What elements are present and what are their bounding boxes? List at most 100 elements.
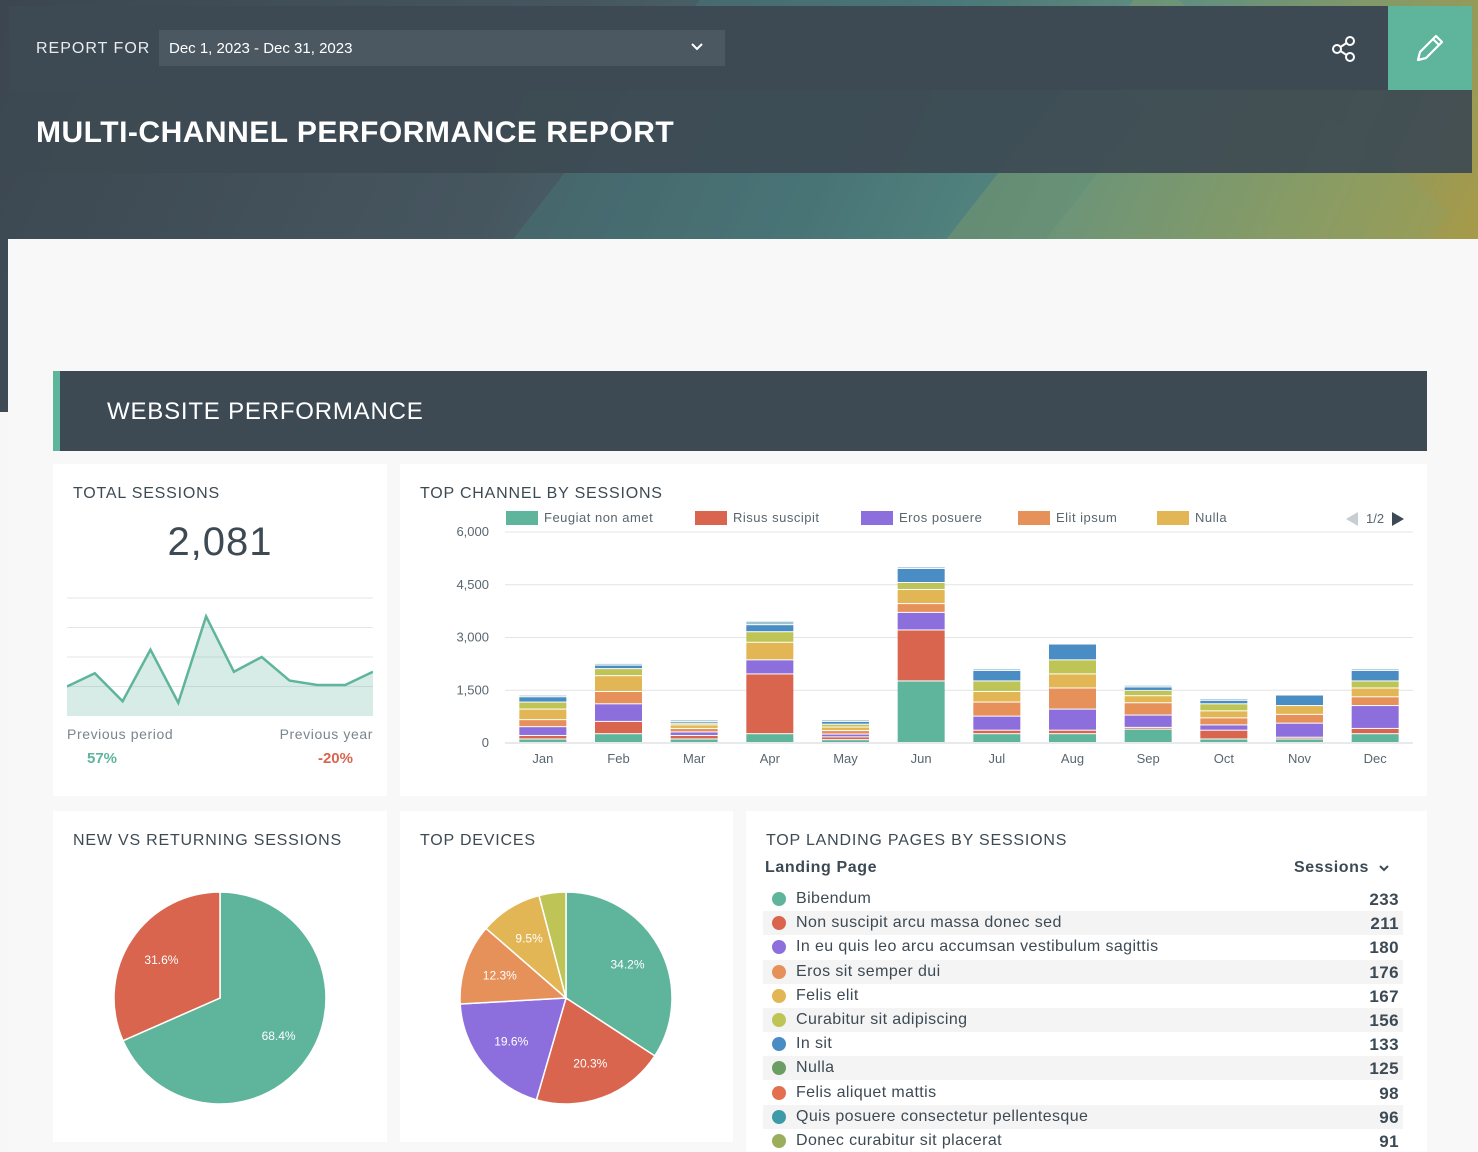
previous-period-value: 57%: [87, 750, 118, 767]
bar-segment: [1351, 728, 1399, 734]
legend-item[interactable]: Risus suscipit: [695, 510, 819, 525]
pie-slice: [538, 891, 567, 999]
x-tick-label: Dec: [1364, 751, 1388, 766]
landing-page-name: Non suscipit arcu massa donec sed: [796, 914, 1062, 932]
landing-page-sessions: 91: [1379, 1132, 1399, 1151]
bar-segment: [1351, 706, 1399, 728]
bar-segment: [1049, 688, 1096, 709]
pie-slice: [459, 927, 568, 1005]
bar-segment: [1351, 697, 1399, 706]
bar-segment: [670, 723, 718, 725]
bar-segment: [1124, 715, 1172, 727]
y-tick-label: 0: [482, 735, 489, 750]
top-devices-card: TOP DEVICES 34.2% 20.3% 19.6% 12.3% 9.5%: [400, 811, 733, 1142]
new-vs-returning-pie: 68.4% 31.6%: [113, 891, 327, 1105]
date-range-select[interactable]: Dec 1, 2023 - Dec 31, 2023: [159, 30, 725, 66]
bar-segment: [1276, 695, 1323, 706]
pie-slice: [535, 996, 656, 1105]
x-tick-label: Sep: [1137, 751, 1160, 766]
bar-segment: [1049, 674, 1096, 688]
bar-segment: [746, 642, 794, 660]
bar-segment: [973, 670, 1021, 681]
bar-segment: [822, 734, 869, 737]
table-row[interactable]: Non suscipit arcu massa donec sed 211: [763, 911, 1403, 936]
bar-segment: [1200, 699, 1248, 700]
table-row[interactable]: Eros sit semper dui 176: [763, 959, 1403, 984]
card-title: TOP CHANNEL BY SESSIONS: [420, 485, 663, 502]
bar-segment: [973, 669, 1021, 670]
series-dot: [772, 964, 786, 979]
bar-segment: [1200, 700, 1248, 704]
pie-slice-label: 34.2%: [611, 958, 645, 972]
bar-segment: [1200, 711, 1248, 718]
bar-segment: [595, 704, 642, 721]
bar-segment: [519, 735, 567, 739]
bar-segment: [897, 582, 945, 590]
legend-item[interactable]: Nulla: [1157, 510, 1227, 525]
x-tick-label: Jan: [532, 751, 553, 766]
bar-segment: [897, 567, 945, 568]
next-page-icon[interactable]: [1390, 511, 1406, 526]
bar-segment: [973, 681, 1021, 692]
y-tick-label: 4,500: [456, 577, 489, 592]
table-row[interactable]: Bibendum 233: [763, 887, 1403, 911]
x-tick-label: Apr: [760, 751, 781, 766]
table-row[interactable]: Quis posuere consectetur pellentesque 96: [763, 1104, 1403, 1129]
table-row[interactable]: Felis elit 167: [763, 984, 1403, 1008]
bar-segment: [1124, 703, 1172, 715]
series-dot: [772, 916, 786, 931]
bar-segment: [1124, 696, 1172, 703]
landing-page-name: Nulla: [796, 1059, 835, 1077]
series-dot: [772, 1013, 786, 1027]
bar-segment: [1351, 734, 1399, 742]
bar-segment: [1276, 737, 1323, 739]
bar-segment: [1049, 730, 1096, 734]
table-row[interactable]: Nulla 125: [763, 1056, 1403, 1081]
legend-swatch: [1157, 510, 1189, 525]
bar-segment: [1351, 688, 1399, 697]
chevron-down-icon: [691, 43, 703, 51]
legend-label: Feugiat non amet: [544, 510, 654, 525]
bar-segment: [746, 625, 794, 632]
pie-slice: [113, 891, 221, 1042]
legend-item[interactable]: Eros posuere: [861, 510, 982, 525]
share-button[interactable]: [1327, 32, 1361, 66]
previous-year-value: -20%: [317, 750, 353, 767]
table-row[interactable]: In sit 133: [763, 1032, 1403, 1056]
bar-segment: [670, 725, 718, 728]
pie-slice: [121, 891, 327, 1105]
landing-page-sessions: 211: [1370, 914, 1399, 934]
x-tick-label: Feb: [607, 751, 629, 766]
bar-segment: [670, 721, 718, 723]
table-row[interactable]: Curabitur sit adipiscing 156: [763, 1008, 1403, 1032]
previous-period-label: Previous period: [67, 726, 174, 742]
edit-button[interactable]: [1388, 6, 1472, 90]
bar-segment: [519, 702, 567, 709]
series-dot: [772, 940, 786, 955]
bar-segment: [1124, 685, 1172, 687]
table-row[interactable]: In eu quis leo arcu accumsan vestibulum …: [763, 935, 1403, 959]
col-header-landing-page: Landing Page: [765, 859, 878, 876]
legend-item[interactable]: Feugiat non amet: [506, 510, 653, 525]
landing-page-name: In eu quis leo arcu accumsan vestibulum …: [796, 938, 1159, 956]
bar-segment: [595, 665, 642, 669]
bar-segment: [595, 692, 642, 704]
bar-segment: [1049, 734, 1096, 742]
top-bar: REPORT FOR Dec 1, 2023 - Dec 31, 2023: [9, 6, 1472, 90]
col-header-sessions[interactable]: Sessions: [1294, 859, 1391, 877]
table-row[interactable]: Felis aliquet mattis 98: [763, 1081, 1403, 1105]
sessions-sparkline: [67, 597, 373, 716]
page-title: MULTI-CHANNEL PERFORMANCE REPORT: [36, 116, 675, 149]
table-row[interactable]: Donec curabitur sit placerat 91: [763, 1129, 1403, 1152]
card-title: NEW VS RETURNING SESSIONS: [73, 832, 342, 849]
legend-label: Risus suscipit: [733, 510, 820, 525]
landing-page-sessions: 98: [1379, 1083, 1399, 1103]
bar-segment: [973, 730, 1021, 734]
prev-page-icon[interactable]: [1344, 511, 1360, 526]
bar-segment: [670, 735, 718, 739]
share-icon: [1332, 36, 1355, 62]
pie-slice-label: 9.5%: [515, 932, 543, 946]
bar-segment: [595, 721, 642, 734]
sparkline-line: [67, 613, 373, 706]
legend-item[interactable]: Elit ipsum: [1018, 510, 1117, 525]
